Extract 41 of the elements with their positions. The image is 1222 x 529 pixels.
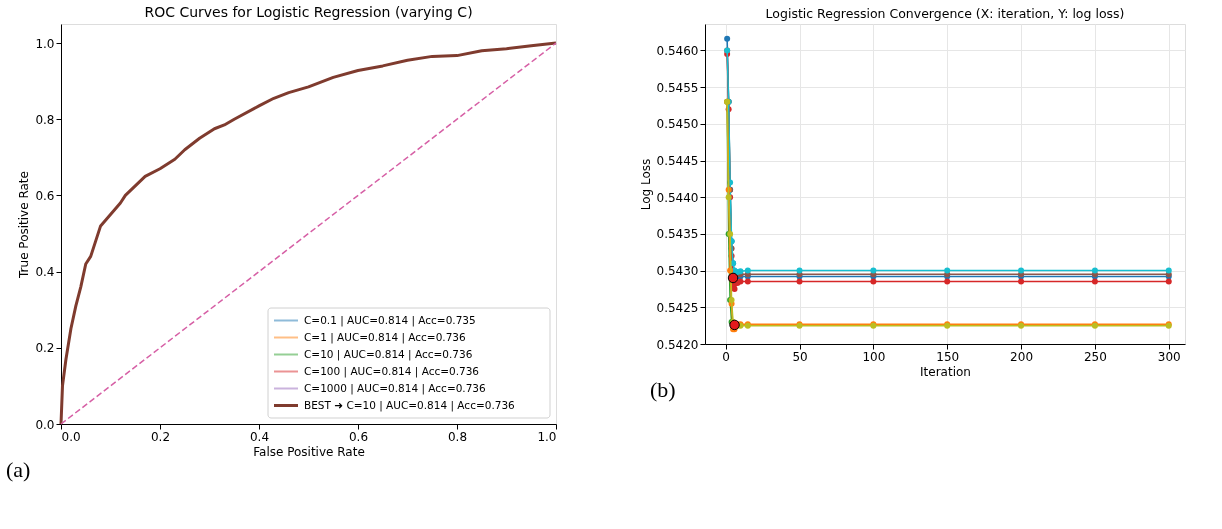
y-tick-label: 0.5460 [656,43,699,58]
x-tick-label: 300 [1157,349,1181,364]
y-tick-label: 0.5440 [656,190,699,205]
x-tick-label: 100 [862,349,886,364]
y-tick-label: 0.0 [35,417,55,432]
y-tick-label: 0.5455 [656,80,699,95]
x-axis-title: False Positive Rate [253,444,365,459]
legend-label: C=100 | AUC=0.814 | Acc=0.736 [304,364,480,378]
chart-title: Logistic Regression Convergence (X: iteration, Y: log loss) [765,5,1125,21]
x-tick-label: 200 [1010,349,1034,364]
y-tick-label: 0.5430 [656,264,699,279]
x-tick-label: 0.2 [150,429,171,444]
y-tick-label: 0.6 [35,188,55,203]
y-tick-label: 0.8 [35,112,55,127]
y-tick-label: 0.5435 [656,227,699,242]
x-tick-label: 0.0 [61,429,81,444]
legend-label: BEST ➜ C=10 | AUC=0.814 | Acc=0.736 [304,398,516,412]
x-tick-label: 1.0 [537,429,557,444]
x-tick-label: 0.4 [249,429,270,444]
chart-title: ROC Curves for Logistic Regression (varying C) [144,4,473,20]
y-tick-label: 0.5420 [656,337,699,352]
text: (a) [6,457,31,482]
y-tick-label: 0.5445 [656,154,699,169]
y-tick-label: 1.0 [35,36,55,51]
y-axis-title: True Positive Rate [17,171,32,279]
legend-label: C=1 | AUC=0.814 | Acc=0.736 [304,330,467,344]
legend-label: C=10 | AUC=0.814 | Acc=0.736 [304,347,473,361]
x-axis-title: Iteration [920,364,971,379]
legend-label: C=1000 | AUC=0.814 | Acc=0.736 [304,381,487,395]
text: (b) [650,377,676,402]
y-tick-label: 0.5450 [656,117,699,132]
legend-label: C=0.1 | AUC=0.814 | Acc=0.735 [304,313,476,327]
x-tick-label: 0 [722,349,730,364]
x-tick-label: 0.6 [348,429,369,444]
x-tick-label: 0.8 [447,429,468,444]
x-tick-label: 150 [936,349,960,364]
y-tick-label: 0.4 [35,265,55,280]
x-tick-label: 50 [792,349,808,364]
x-tick-label: 250 [1083,349,1107,364]
y-axis-title: Log Loss [638,158,653,211]
y-tick-label: 0.5425 [656,300,699,315]
